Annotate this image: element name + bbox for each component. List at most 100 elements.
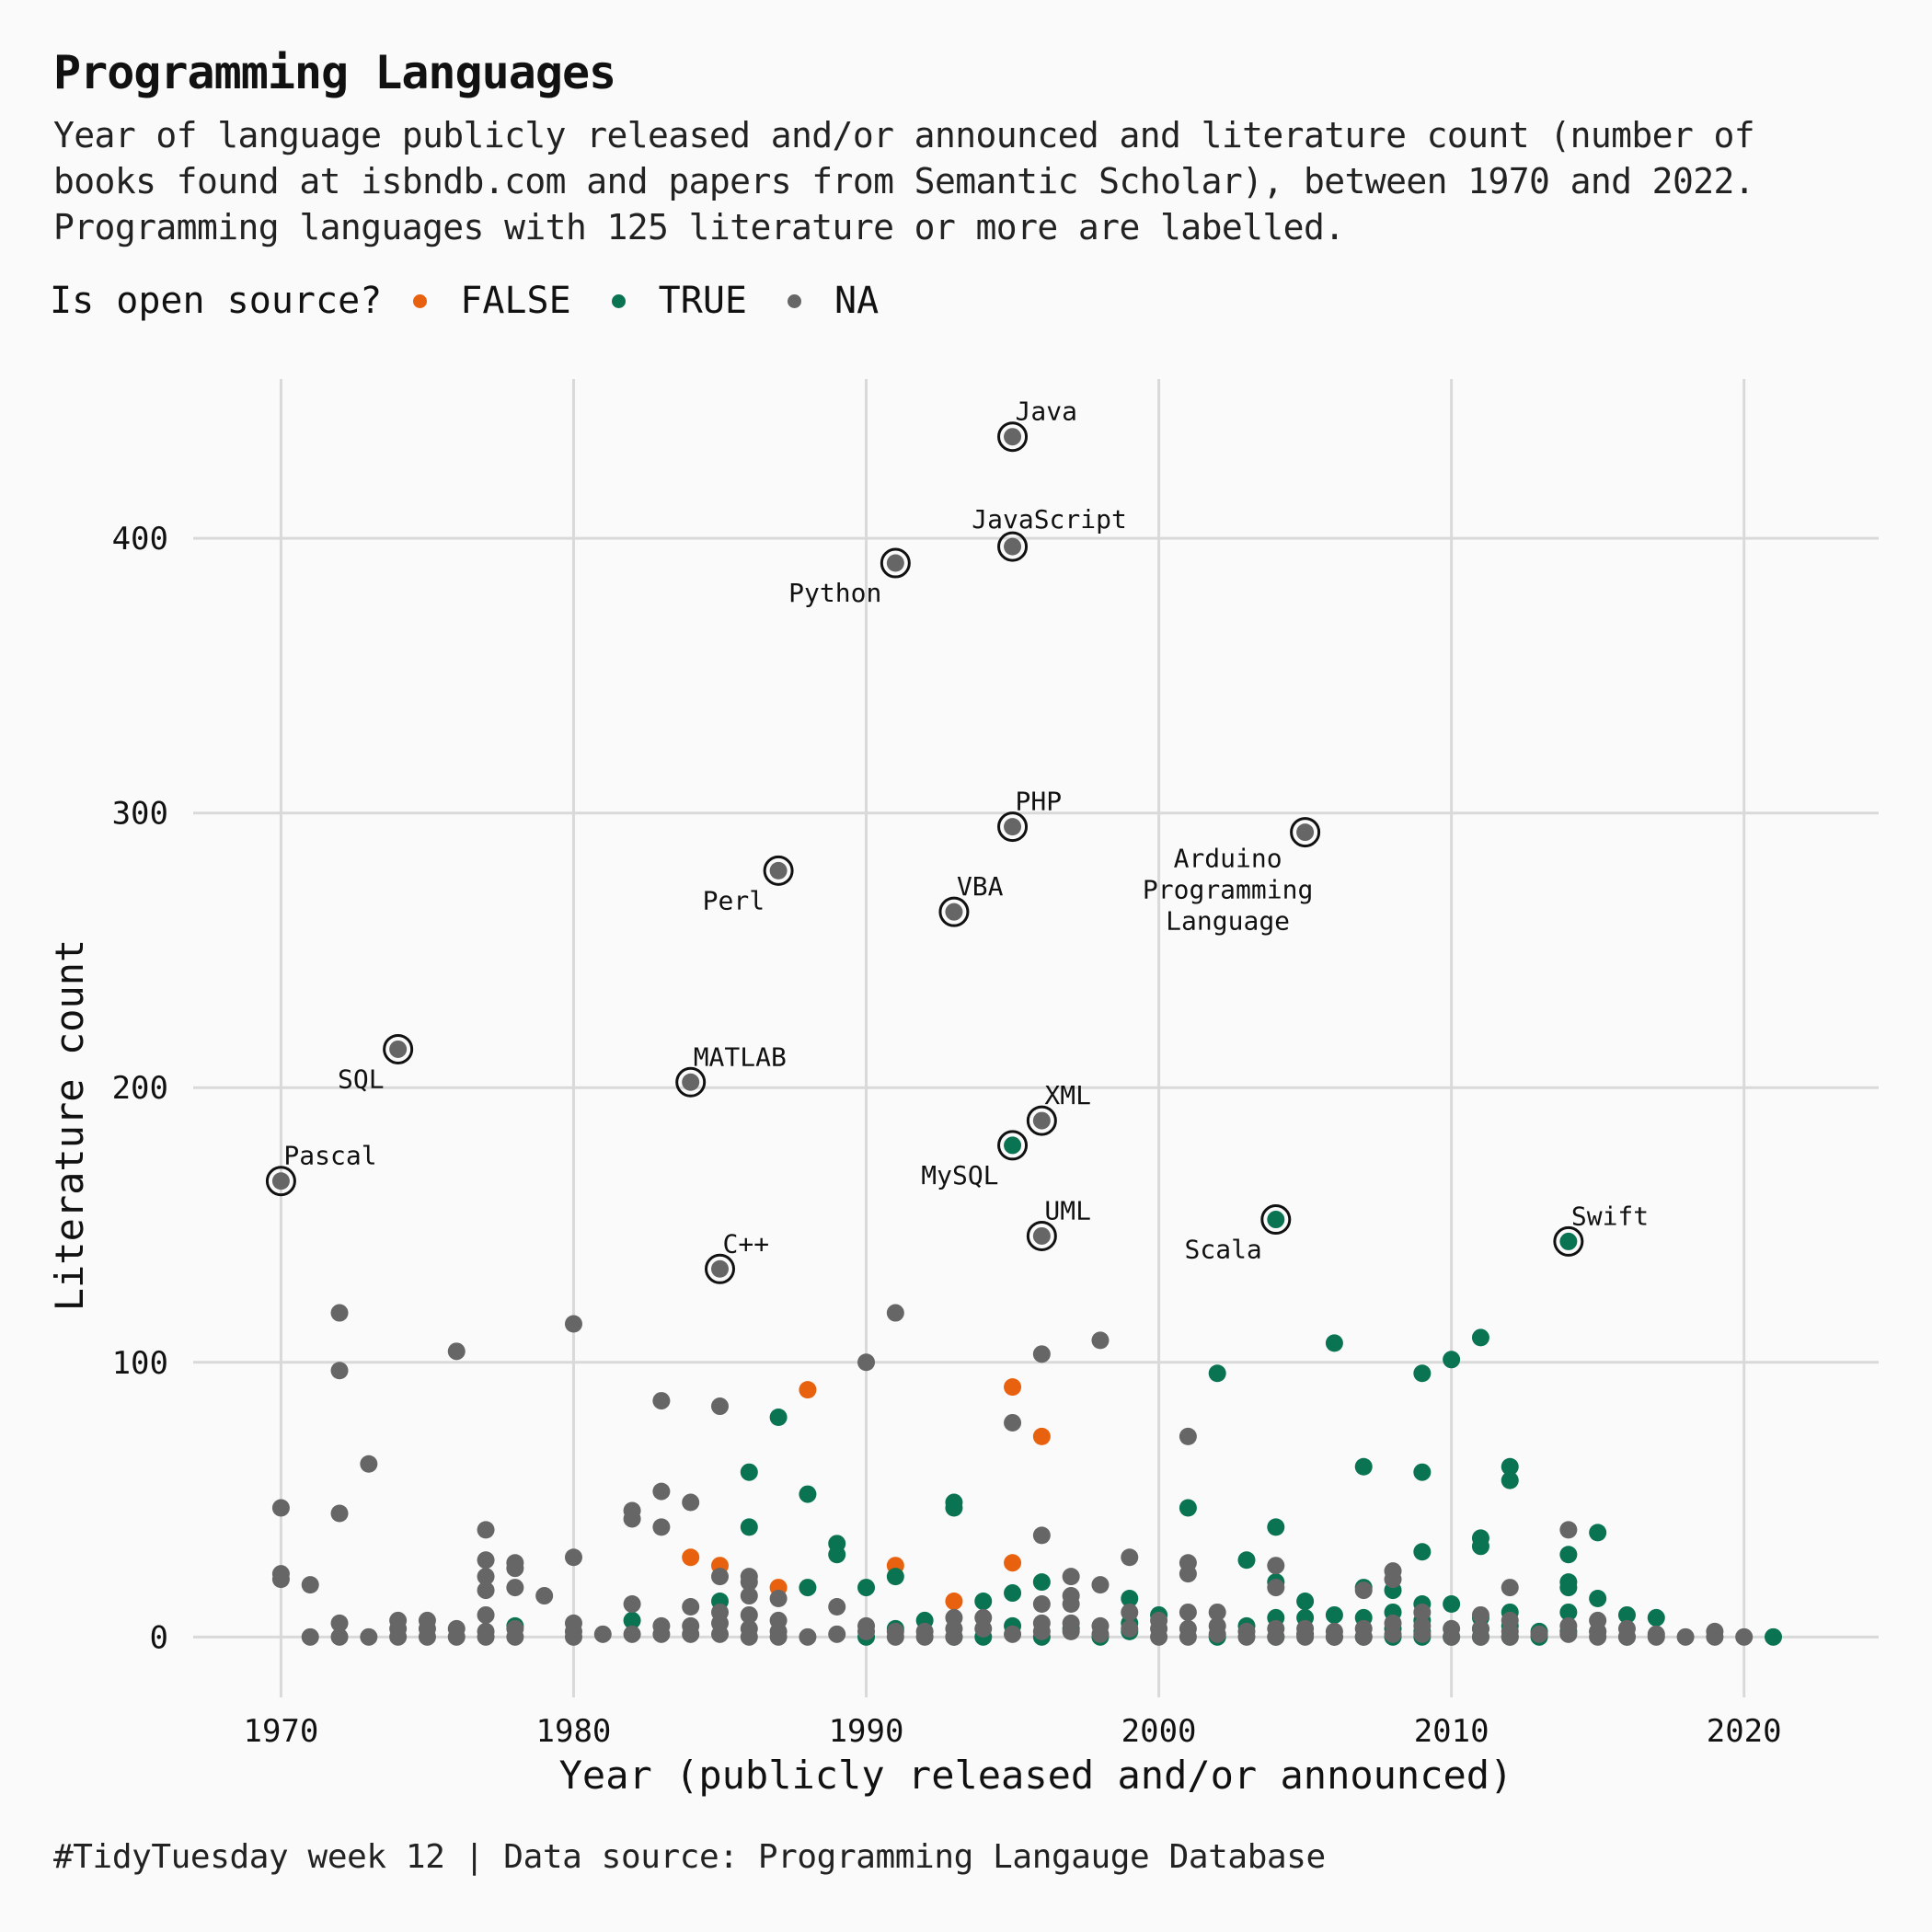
highlight-ring <box>997 811 1029 843</box>
point-na <box>477 1627 495 1646</box>
legend-label-true: TRUE <box>658 280 747 322</box>
legend-key-false <box>413 293 428 308</box>
point-na <box>271 1499 290 1517</box>
point-na <box>330 1627 349 1646</box>
point-na <box>1179 1627 1197 1646</box>
y-axis-title: Literature count <box>47 939 92 1312</box>
point-true <box>1501 1471 1519 1489</box>
point-na <box>1413 1625 1432 1643</box>
highlight-ring <box>763 855 794 886</box>
legend-title: Is open source? <box>50 280 383 322</box>
subtitle-line: books found at isbndb.com and papers fro… <box>53 161 1755 201</box>
labelled-point <box>1296 823 1315 842</box>
subtitle-line: Programming languages with 125 literatur… <box>53 207 1345 247</box>
point-na <box>1121 1548 1139 1567</box>
point-label: C++ <box>723 1228 770 1259</box>
highlight-ring <box>705 1253 735 1284</box>
point-na <box>682 1597 700 1616</box>
point-true <box>1267 1518 1285 1536</box>
point-false <box>682 1548 700 1567</box>
labelled-point <box>1004 537 1022 556</box>
y-tick-label: 300 <box>112 796 168 833</box>
point-true <box>1443 1594 1461 1613</box>
point-label: MySQL <box>921 1160 998 1190</box>
point-na <box>857 1622 876 1640</box>
legend-item-false: FALSE <box>413 280 571 322</box>
chart-subtitle: Year of language publicly released and/o… <box>53 112 1893 250</box>
point-na <box>1471 1627 1489 1646</box>
point-na <box>418 1627 436 1646</box>
point-na <box>301 1627 319 1646</box>
point-true <box>1237 1551 1256 1570</box>
point-label: Swift <box>1571 1201 1649 1231</box>
subtitle-line: Year of language publicly released and/o… <box>53 115 1755 155</box>
point-true <box>1032 1573 1051 1592</box>
point-na <box>1091 1576 1110 1594</box>
point-true <box>1443 1351 1461 1369</box>
point-na <box>1091 1625 1110 1643</box>
legend-key-na <box>787 293 801 308</box>
point-na <box>623 1594 641 1613</box>
x-tick-label: 1970 <box>243 1713 318 1750</box>
point-label: UML <box>1044 1195 1091 1225</box>
point-na <box>506 1579 524 1597</box>
point-na <box>1091 1331 1110 1350</box>
labelled-point <box>389 1040 408 1058</box>
point-true <box>1589 1590 1607 1608</box>
point-na <box>974 1619 993 1638</box>
point-na <box>1559 1625 1578 1643</box>
point-true <box>1121 1590 1139 1608</box>
point-false <box>945 1593 963 1611</box>
x-tick-label: 1990 <box>829 1713 904 1750</box>
highlight-ring <box>265 1166 296 1197</box>
x-axis-title: Year (publicly released and/or announced… <box>559 1753 1513 1798</box>
point-label: Arduino <box>1174 844 1282 874</box>
point-true <box>1325 1334 1343 1352</box>
point-na <box>682 1493 700 1512</box>
highlight-ring <box>997 421 1029 453</box>
y-tick-label: 400 <box>112 521 168 558</box>
point-na <box>1032 1526 1051 1545</box>
point-label: Pascal <box>283 1141 376 1171</box>
y-tick-label: 0 <box>150 1619 168 1656</box>
y-tick-label: 200 <box>112 1070 168 1107</box>
x-tick-label: 2020 <box>1707 1713 1782 1750</box>
point-na <box>1735 1627 1754 1646</box>
point-na <box>740 1587 758 1605</box>
highlight-ring <box>675 1066 707 1098</box>
point-na <box>1296 1627 1315 1646</box>
highlight-ring <box>1260 1204 1292 1236</box>
point-true <box>1413 1543 1432 1561</box>
labelled-points <box>265 421 1584 1284</box>
point-na <box>740 1627 758 1646</box>
point-true <box>740 1463 758 1481</box>
point-na <box>1501 1579 1519 1597</box>
point-na <box>330 1504 349 1523</box>
point-na <box>1150 1627 1168 1646</box>
point-na <box>477 1568 495 1586</box>
point-label: XML <box>1044 1080 1091 1110</box>
chart-caption: #TidyTuesday week 12 | Data source: Prog… <box>53 1838 1326 1876</box>
point-label: Programming <box>1143 875 1313 905</box>
point-na <box>1032 1345 1051 1363</box>
point-true <box>1559 1603 1578 1621</box>
point-na <box>652 1518 671 1536</box>
point-na <box>506 1627 524 1646</box>
point-label: Python <box>788 578 881 608</box>
point-na <box>1237 1627 1256 1646</box>
legend-label-false: FALSE <box>460 280 571 322</box>
point-true <box>945 1499 963 1517</box>
point-na <box>506 1559 524 1578</box>
point-labels: Java JavaScript Python PHP ArduinoProgrammin… <box>283 397 1649 1265</box>
point-false <box>1032 1427 1051 1445</box>
point-na <box>1208 1625 1226 1643</box>
labelled-point <box>886 554 904 572</box>
point-na <box>1530 1625 1548 1643</box>
point-na <box>447 1342 466 1361</box>
point-na <box>828 1597 846 1616</box>
point-label: MATLAB <box>694 1041 787 1072</box>
chart-title: Programming Languages <box>53 46 616 99</box>
point-na <box>1062 1622 1080 1640</box>
legend-item-na: NA <box>787 280 879 322</box>
point-na <box>1559 1521 1578 1539</box>
